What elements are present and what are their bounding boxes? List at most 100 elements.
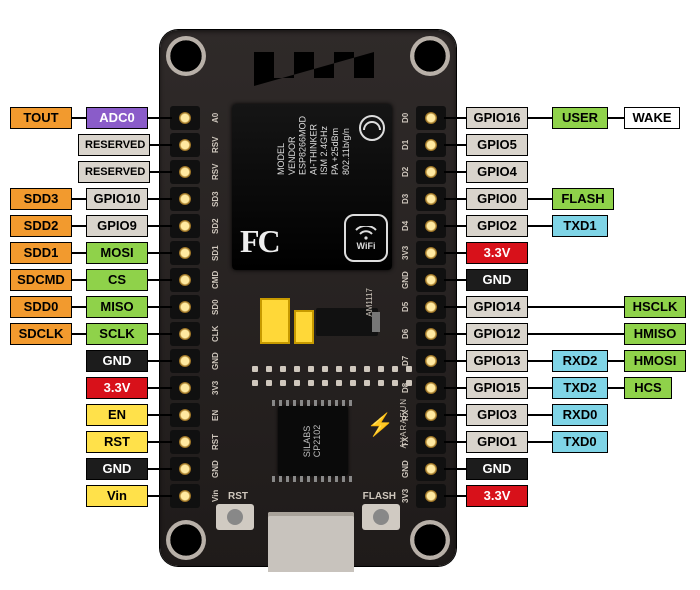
silk-label: GND (394, 268, 412, 292)
lead-wire (72, 306, 86, 308)
silk-label: EN (204, 403, 222, 427)
lead-wire (444, 144, 466, 146)
lead-wire (148, 387, 172, 389)
mounting-hole (166, 520, 206, 560)
board: A0RSVRSVSD3SD2SD1CMDSD0CLKGND3V3ENRSTGND… (160, 30, 456, 566)
pin-tag-sdd1: SDD1 (10, 242, 72, 264)
pin-tag-en: EN (86, 404, 148, 426)
pin-tag-txd1: TXD1 (552, 215, 608, 237)
flash-button[interactable] (362, 504, 400, 530)
lead-wire (608, 360, 624, 362)
vendor-swirl-icon (358, 114, 386, 142)
silk-label: CLK (204, 322, 222, 346)
pin-tag-gnd: GND (466, 269, 528, 291)
pin (170, 322, 200, 346)
pin-header-left (170, 106, 200, 508)
pin-tag-hcs: HCS (624, 377, 672, 399)
breakout-pads (252, 366, 412, 372)
silk-label: CMD (204, 268, 222, 292)
pin (416, 349, 446, 373)
pin (416, 160, 446, 184)
pin (416, 133, 446, 157)
pin-tag-gpio16: GPIO16 (466, 107, 528, 129)
lead-wire (148, 117, 172, 119)
silk-label: RSV (204, 160, 222, 184)
pin (416, 214, 446, 238)
lead-wire (148, 414, 172, 416)
lead-wire (72, 279, 86, 281)
silk-label: D4 (394, 214, 412, 238)
pin-tag-gpio14: GPIO14 (466, 296, 528, 318)
lead-wire (444, 252, 466, 254)
pin (416, 295, 446, 319)
pin-tag-gnd: GND (466, 458, 528, 480)
pin-tag-user: USER (552, 107, 608, 129)
bolt-icon: ⚡ (367, 412, 394, 438)
pin-tag-reserved: RESERVED (78, 134, 150, 156)
pin-tag-wake: WAKE (624, 107, 680, 129)
pin (170, 133, 200, 157)
silk-label: RSV (204, 133, 222, 157)
esp8266-module: FC MODELVENDORESP8266MODAI-THINKERISM 2.… (232, 104, 392, 270)
pin-tag-3.3v: 3.3V (86, 377, 148, 399)
lead-wire (528, 414, 552, 416)
wifi-certified-icon: WiFi (344, 214, 388, 262)
lead-wire (72, 198, 86, 200)
micro-usb-port (268, 512, 354, 572)
pin (170, 268, 200, 292)
pin-tag-sclk: SCLK (86, 323, 148, 345)
fcc-logo: FC (240, 223, 279, 260)
lead-wire (444, 333, 466, 335)
pin (170, 457, 200, 481)
pin-tag-gpio13: GPIO13 (466, 350, 528, 372)
pin-tag-hmosi: HMOSI (624, 350, 686, 372)
silk-label: SD0 (204, 295, 222, 319)
pin-tag-sdcmd: SDCMD (10, 269, 72, 291)
pin (416, 484, 446, 508)
lead-wire (528, 441, 552, 443)
lead-wire (528, 360, 552, 362)
rst-button[interactable] (216, 504, 254, 530)
silk-label: 3V3 (204, 376, 222, 400)
usb-chip: SILABSCP2102 (278, 406, 348, 476)
pin-tag-miso: MISO (86, 296, 148, 318)
lead-wire (148, 495, 172, 497)
silk-label: RST (204, 430, 222, 454)
mounting-hole (410, 36, 450, 76)
lead-wire (148, 441, 172, 443)
lead-wire (444, 171, 466, 173)
lead-wire (528, 225, 552, 227)
pin-tag-gpio4: GPIO4 (466, 161, 528, 183)
lead-wire (72, 252, 86, 254)
silk-label: GND (394, 457, 412, 481)
pin (170, 187, 200, 211)
pin-tag-gnd: GND (86, 350, 148, 372)
pin (416, 187, 446, 211)
lead-wire (444, 360, 466, 362)
pin-tag-3.3v: 3.3V (466, 485, 528, 507)
pin-tag-rxd2: RXD2 (552, 350, 608, 372)
lead-wire (444, 198, 466, 200)
pin (416, 403, 446, 427)
silk-label: D1 (394, 133, 412, 157)
mounting-hole (410, 520, 450, 560)
pin-tag-sdd2: SDD2 (10, 215, 72, 237)
breakout-pads (252, 380, 412, 386)
silk-label: SD2 (204, 214, 222, 238)
rst-button-label: RST (228, 491, 248, 502)
mounting-hole (166, 36, 206, 76)
lead-wire (148, 360, 172, 362)
lead-wire (608, 387, 624, 389)
regulator-label: AM1117 (365, 288, 374, 317)
lead-wire (148, 306, 172, 308)
lead-wire (148, 468, 172, 470)
pin-tag-cs: CS (86, 269, 148, 291)
silk-label: D3 (394, 187, 412, 211)
lead-wire (72, 333, 86, 335)
pin-tag-tout: TOUT (10, 107, 72, 129)
pin-tag-rxd0: RXD0 (552, 404, 608, 426)
pin (416, 457, 446, 481)
lead-wire (444, 495, 466, 497)
lead-wire (148, 279, 172, 281)
antenna-icon (252, 44, 378, 88)
